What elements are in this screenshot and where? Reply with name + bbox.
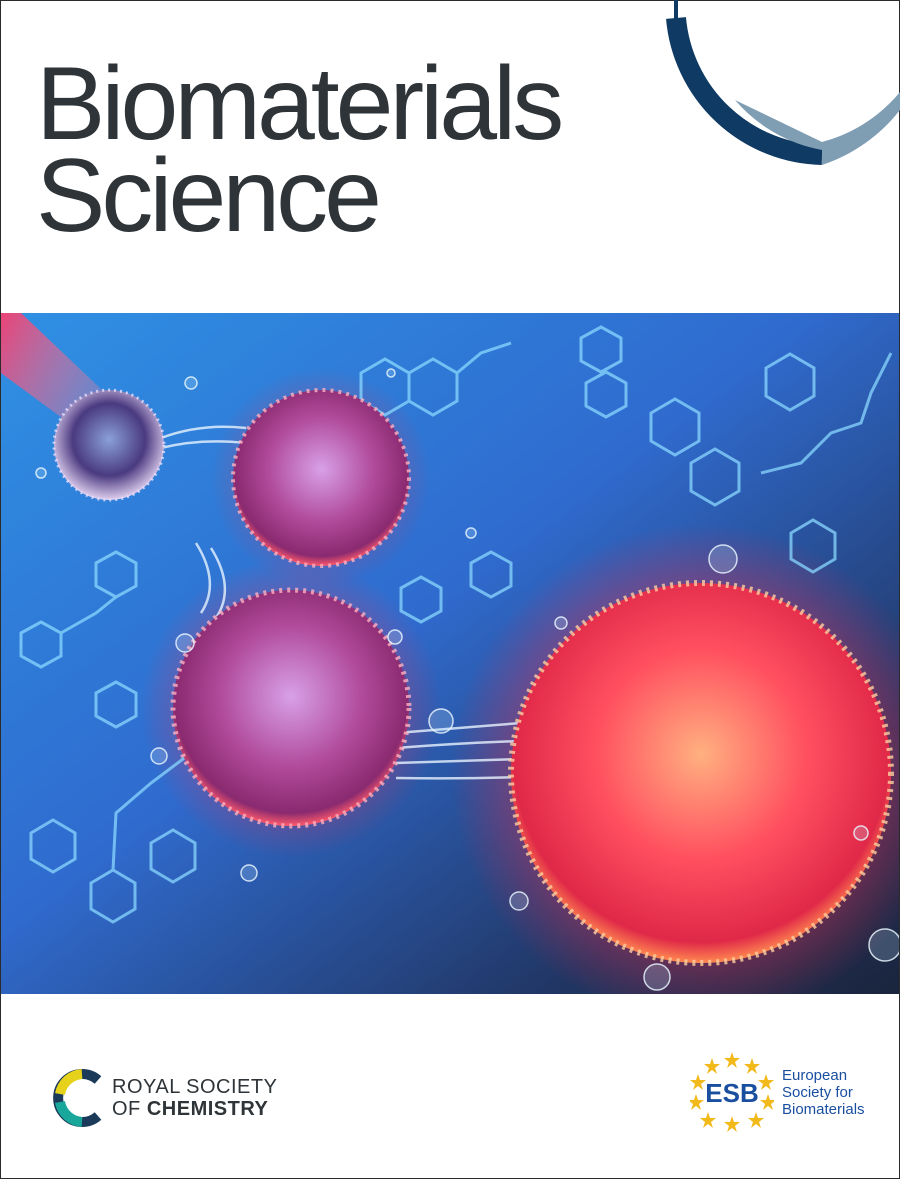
decorative-arc-icon — [666, 0, 900, 165]
rsc-logo-icon — [53, 1069, 102, 1127]
rsc-logo: ROYAL SOCIETY OF CHEMISTRY — [52, 1068, 277, 1128]
journal-title-line1: Biomaterials — [36, 46, 564, 162]
cover-illustration — [1, 313, 899, 994]
esb-name-line3: Biomaterials — [782, 1100, 865, 1118]
rsc-name-line2: OF CHEMISTRY — [112, 1098, 277, 1120]
esb-name-line2: Society for — [782, 1083, 853, 1101]
esb-logo-icon: ESB — [690, 1052, 774, 1132]
esb-name-line1: European — [782, 1066, 848, 1084]
rsc-name-prefix: OF — [112, 1098, 147, 1120]
journal-title: Biomaterials Science — [36, 46, 564, 254]
esb-logo: ESB European Society for Biomaterials — [690, 1050, 865, 1134]
esb-logo-text: ESB — [705, 1078, 758, 1108]
esb-name: European Society for Biomaterials — [782, 1067, 865, 1118]
star-icon — [690, 1052, 774, 1132]
rsc-name: ROYAL SOCIETY OF CHEMISTRY — [112, 1076, 277, 1120]
journal-title-line2: Science — [36, 138, 382, 254]
nanoparticle-illustration — [1, 313, 899, 994]
rsc-name-line1: ROYAL SOCIETY — [112, 1076, 278, 1098]
rsc-name-bold: CHEMISTRY — [146, 1098, 269, 1120]
